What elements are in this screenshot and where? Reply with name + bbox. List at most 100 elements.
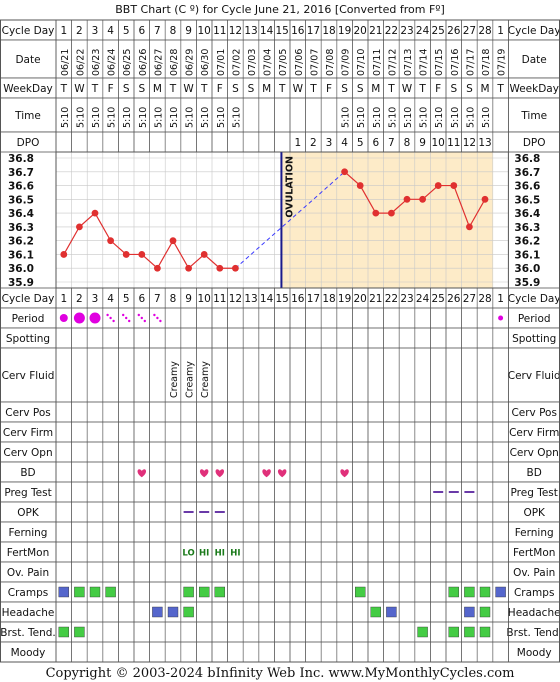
row-label-opk: OPK	[17, 507, 40, 519]
cramps-marker	[198, 586, 210, 598]
row-label-right-time: Time	[520, 110, 547, 122]
row-label-right-cramps: Cramps	[514, 587, 554, 599]
cycle-day-number-lower: 21	[369, 293, 382, 305]
dpo-number: 2	[310, 137, 317, 149]
cramps-marker	[464, 586, 475, 598]
dpo-number: 8	[404, 137, 411, 149]
cramps-marker	[89, 586, 101, 598]
dpo-number: 12	[463, 137, 476, 149]
dpo-number: 10	[432, 137, 445, 149]
cycle-day-number: 2	[76, 25, 83, 37]
y-tick-label-left: 36.5	[8, 194, 34, 206]
row-label-weekday: WeekDay	[3, 83, 53, 95]
time-label: 5:10	[231, 107, 242, 128]
headache-marker	[370, 606, 381, 618]
row-label-right-cerv-firm: Cerv Firm	[509, 427, 559, 439]
row-label-headache: Headache	[2, 607, 55, 619]
temperature-point	[356, 182, 364, 189]
cycle-day-number-lower: 28	[478, 293, 491, 305]
cycle-day-number-lower: 26	[447, 293, 461, 305]
period-spot-dot	[125, 316, 128, 320]
time-label: 5:10	[122, 107, 133, 128]
date-label: 07/14	[419, 49, 430, 76]
row-label-right-ov-pain: Ov. Pain	[513, 567, 555, 579]
row-label-cell-right	[507, 39, 560, 79]
date-label: 07/09	[341, 49, 352, 76]
row-label-fertmon: FertMon	[7, 547, 50, 559]
row-label-right-dpo: DPO	[523, 137, 546, 149]
row-label-right-opk: OPK	[523, 507, 546, 519]
y-tick-label-left: 36.0	[8, 263, 34, 275]
date-label: 07/10	[356, 49, 367, 76]
time-label: 5:10	[138, 107, 149, 128]
time-label: 5:10	[419, 107, 430, 128]
breast-tenderness-marker	[464, 626, 475, 638]
date-label: 07/03	[247, 49, 258, 76]
date-label: 06/28	[169, 49, 180, 76]
cycle-day-number: 13	[244, 25, 257, 37]
y-tick-label-left: 36.8	[8, 153, 34, 165]
row-label-right-brst-tend: Brst. Tend.	[506, 627, 560, 639]
cycle-day-number-lower: 15	[276, 293, 289, 305]
time-label: 5:10	[481, 107, 492, 128]
weekday-label: T	[387, 83, 395, 95]
cycle-day-number-lower: 27	[463, 293, 476, 305]
cycle-day-number: 28	[478, 25, 491, 37]
row-label-cerv-opn: Cerv Opn	[3, 447, 52, 459]
headache-marker	[183, 606, 194, 618]
cramps-marker	[214, 586, 226, 598]
weekday-label: S	[466, 83, 473, 95]
row-label-moody: Moody	[11, 647, 46, 659]
dpo-number: 11	[447, 137, 460, 149]
time-label: 5:10	[356, 107, 367, 128]
temperature-point	[372, 209, 380, 217]
temperature-point	[434, 182, 442, 189]
period-marker	[73, 312, 85, 324]
weekday-label: F	[435, 83, 441, 95]
cramps-marker	[448, 586, 459, 598]
date-label: 07/16	[450, 49, 461, 76]
temperature-point	[216, 264, 224, 272]
cramps-marker	[355, 586, 366, 598]
time-label: 5:10	[372, 107, 383, 128]
breast-tenderness-marker	[74, 626, 85, 638]
time-label: 5:10	[434, 107, 445, 128]
row-label-bd: BD	[20, 467, 35, 479]
row-label-right-cerv-fluid: Cerv Fluid	[508, 370, 560, 382]
cycle-day-number: 10	[198, 25, 211, 37]
weekday-label: S	[341, 83, 348, 95]
row-label-cerv-firm: Cerv Firm	[3, 427, 53, 439]
weekday-label: T	[496, 83, 504, 95]
y-tick-label-right: 36.1	[514, 249, 540, 261]
cycle-day-number-lower: 14	[260, 293, 274, 305]
grid-cell	[492, 131, 509, 153]
temperature-gap-line	[235, 171, 345, 269]
weekday-label: S	[450, 83, 457, 95]
row-label-cycle-day: Cycle Day	[2, 293, 55, 305]
period-spot-dot	[153, 313, 156, 317]
bd-heart-icon	[199, 469, 209, 478]
period-marker	[89, 312, 101, 324]
row-label-dpo: DPO	[17, 137, 40, 149]
cycle-day-number-lower: 17	[307, 293, 320, 305]
cycle-day-number-lower: 10	[198, 293, 211, 305]
dpo-number: 6	[372, 137, 379, 149]
cerv-fluid-label: Creamy	[169, 361, 180, 398]
cycle-day-number: 5	[123, 25, 130, 37]
y-tick-label-right: 36.6	[514, 181, 540, 193]
dpo-number: 5	[357, 137, 364, 149]
y-tick-label-right: 36.7	[514, 167, 540, 179]
cycle-day-number-lower: 24	[416, 293, 430, 305]
cycle-day-number-lower: 25	[432, 293, 445, 305]
period-spot-dot	[128, 319, 131, 323]
y-tick-label-left: 36.1	[8, 249, 34, 261]
breast-tenderness-marker	[448, 626, 459, 638]
cycle-day-number-lower: 4	[107, 293, 114, 305]
date-label: 07/15	[434, 49, 445, 76]
date-label: 07/19	[497, 49, 508, 76]
cycle-day-number: 24	[416, 25, 430, 37]
cycle-day-number: 8	[170, 25, 177, 37]
dpo-number: 3	[326, 137, 333, 149]
cycle-day-number-lower: 3	[92, 293, 99, 305]
